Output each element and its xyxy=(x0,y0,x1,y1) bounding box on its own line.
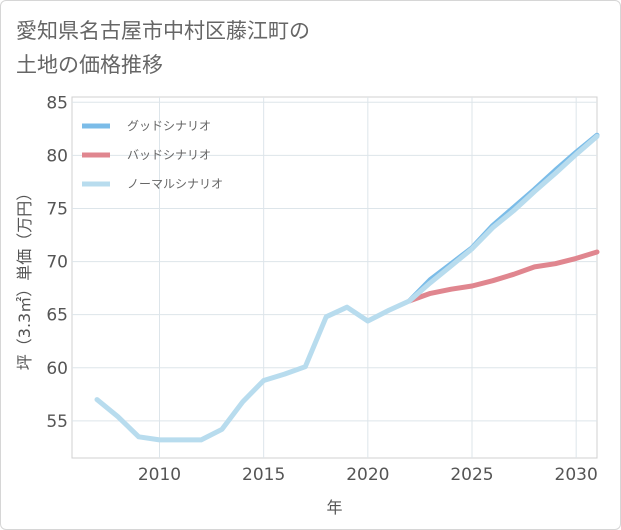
y-tick-label: 70 xyxy=(46,253,68,273)
series-lines xyxy=(94,132,600,443)
y-tick-label: 80 xyxy=(46,146,68,166)
y-tick-label: 60 xyxy=(46,359,68,379)
y-axis-label: 坪（3.3㎡）単価（万円） xyxy=(15,185,34,370)
x-tick-label: 2015 xyxy=(242,465,285,485)
chart-title-line-2: 土地の価格推移 xyxy=(16,53,163,77)
y-tick-label: 65 xyxy=(46,306,68,326)
chart-title-line-1: 愛知県名古屋市中村区藤江町の xyxy=(16,19,310,43)
legend-label-0: グッドシナリオ xyxy=(127,119,211,133)
x-tick-label: 2020 xyxy=(346,465,389,485)
plot-area-border xyxy=(71,96,598,459)
legend-label-2: ノーマルシナリオ xyxy=(127,177,223,191)
x-tick-label: 2030 xyxy=(555,465,598,485)
tick-labels: 55 60 65 70 75 80 85 2010 2015 2020 2025 2030 xyxy=(46,93,597,485)
x-tick-label: 2025 xyxy=(450,465,493,485)
y-tick-label: 75 xyxy=(46,199,68,219)
chart-title: 愛知県名古屋市中村区藤江町の 土地の価格推移 xyxy=(16,14,310,82)
legend-label-1: バッドシナリオ xyxy=(127,148,211,162)
y-tick-label: 55 xyxy=(46,412,68,432)
y-tick-label: 85 xyxy=(46,93,68,113)
series-line-1 xyxy=(407,249,600,304)
x-axis-label: 年 xyxy=(326,498,342,517)
x-tick-label: 2010 xyxy=(138,465,181,485)
series-line-2 xyxy=(94,133,600,443)
